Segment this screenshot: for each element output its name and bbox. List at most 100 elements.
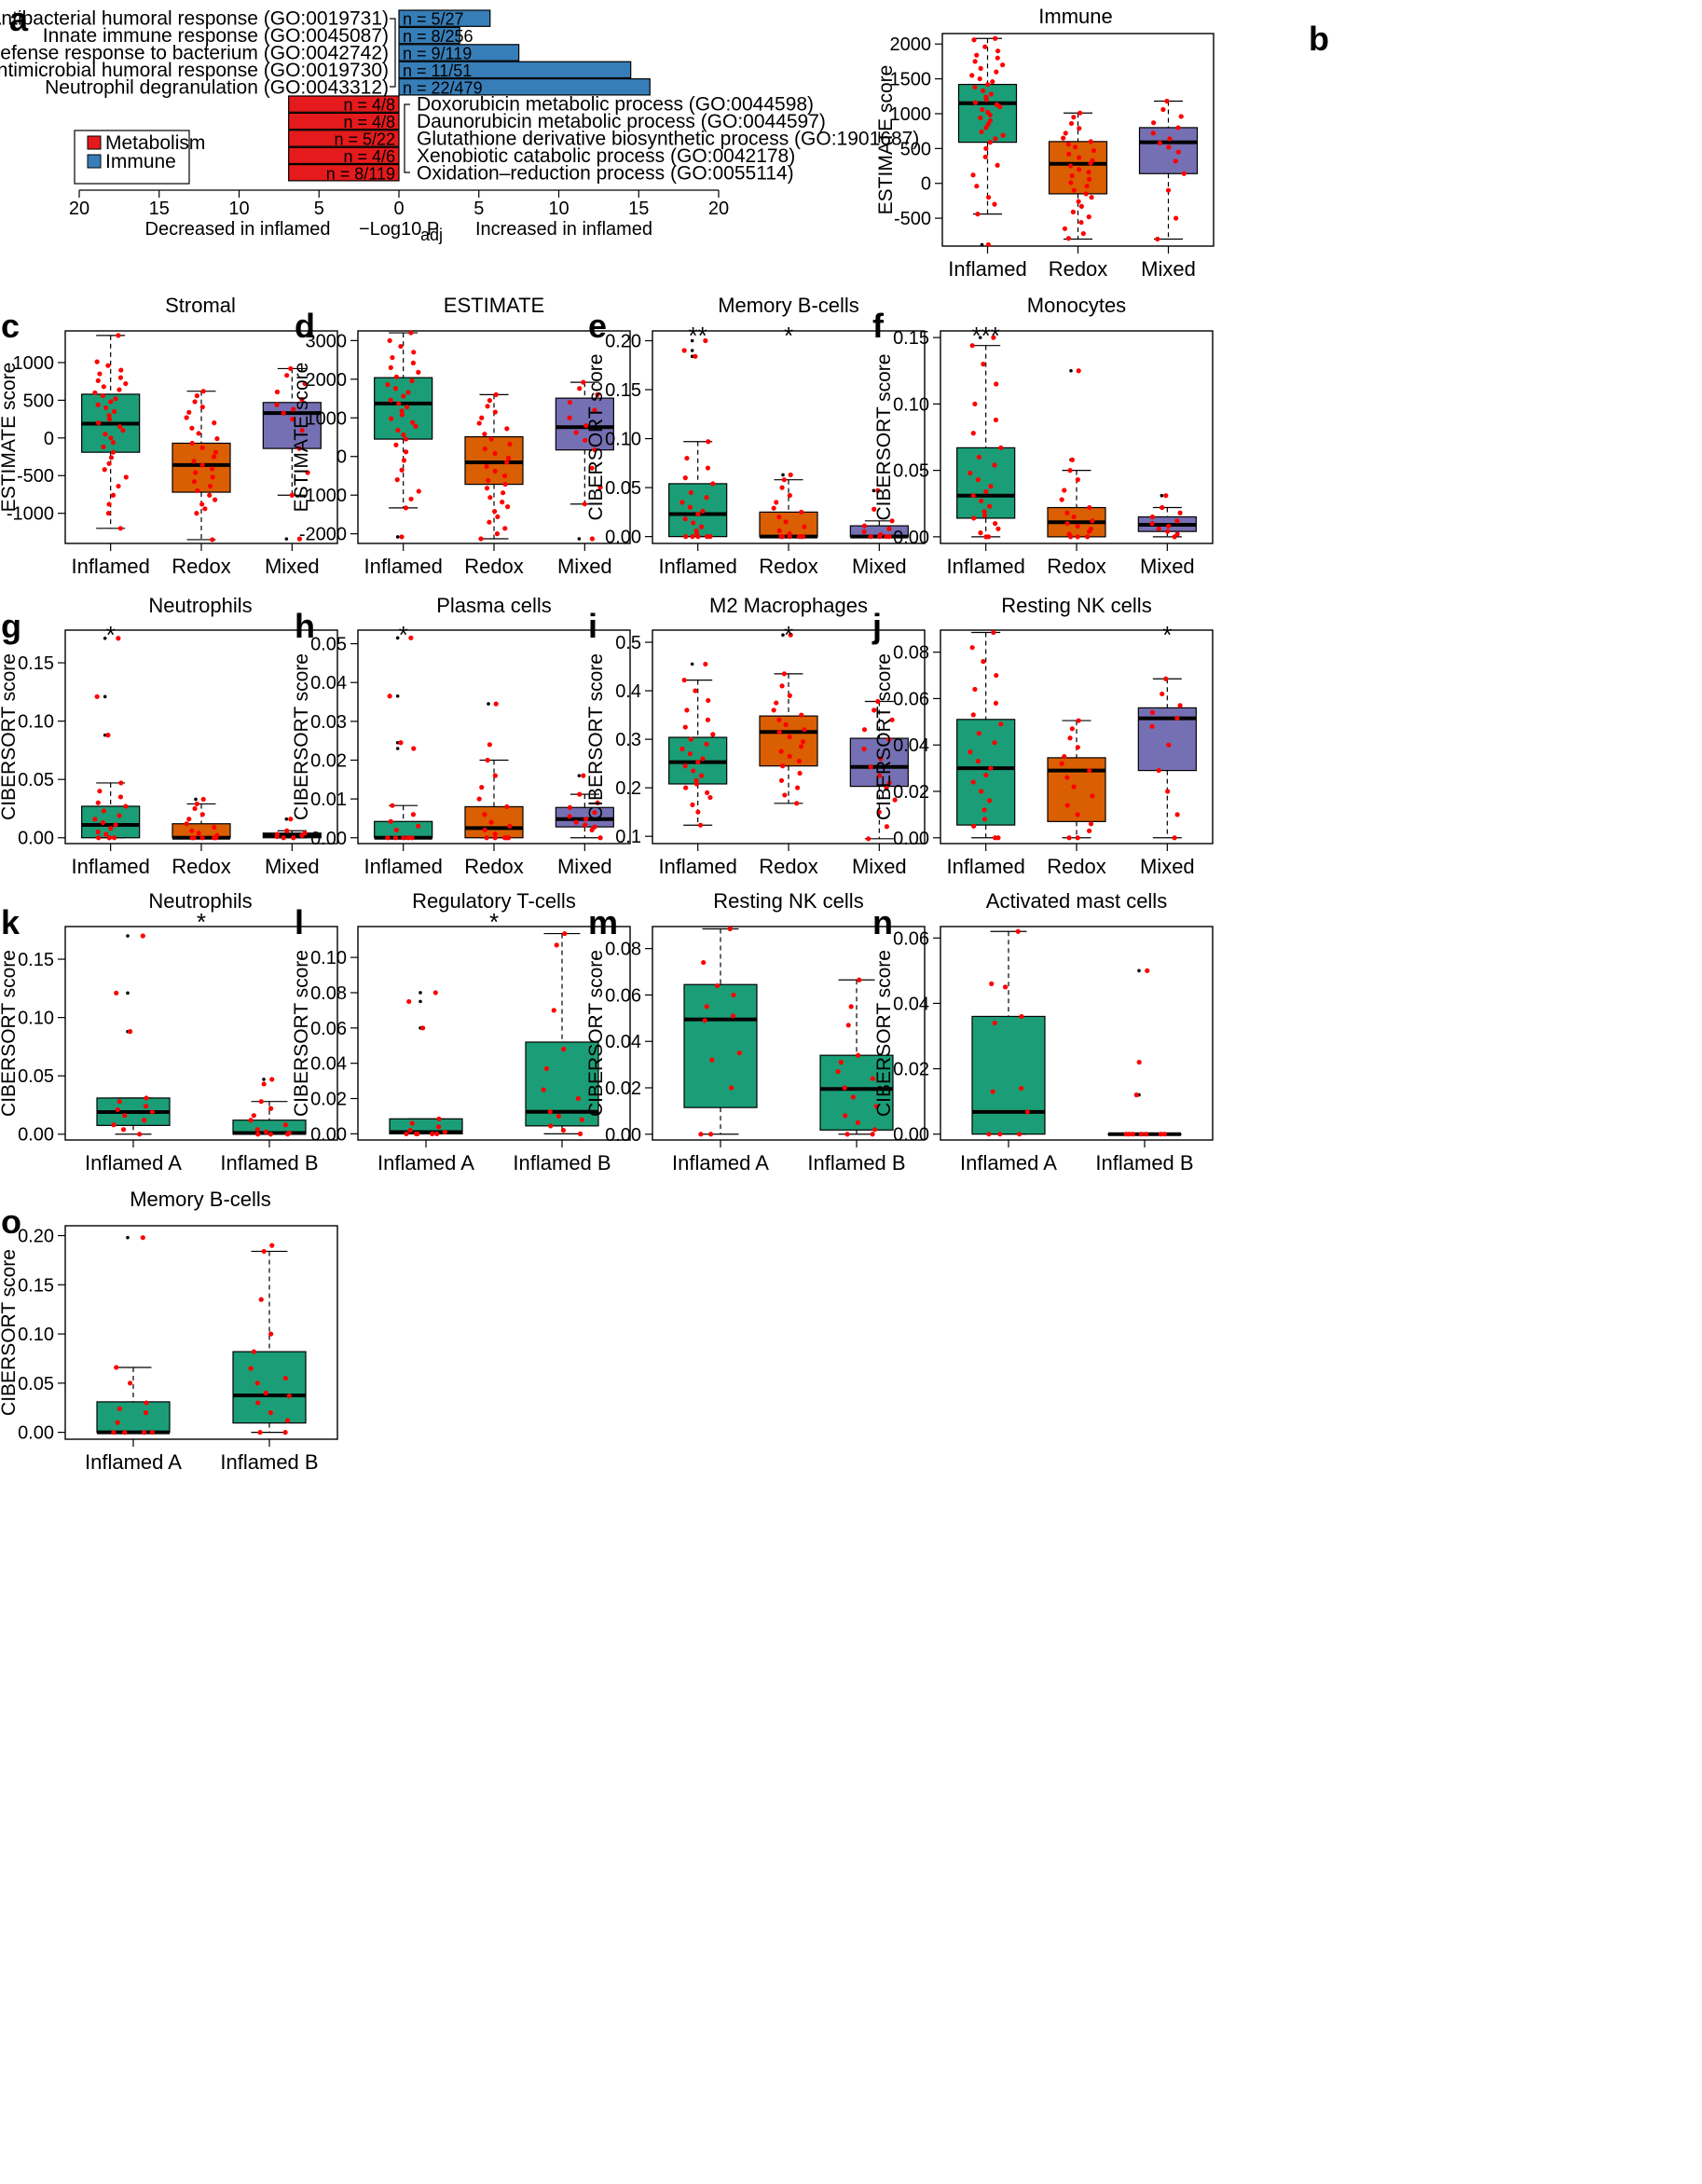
data-point bbox=[501, 473, 508, 479]
data-point bbox=[502, 481, 508, 488]
data-point bbox=[1062, 488, 1067, 493]
box-body bbox=[374, 377, 433, 440]
data-point bbox=[970, 493, 976, 499]
data-point bbox=[1083, 191, 1089, 197]
y-tick-label: 1000 bbox=[13, 353, 55, 374]
y-axis-label: CIBERSORT score bbox=[585, 950, 607, 1117]
data-point bbox=[797, 770, 803, 776]
data-point bbox=[479, 785, 485, 790]
panel-label: m bbox=[588, 903, 618, 941]
bar-n-label: n = 5/22 bbox=[334, 130, 395, 148]
data-point bbox=[583, 817, 589, 822]
panel-a: a n = 5/27 Antibacterial humoral response … bbox=[0, 0, 919, 244]
data-point bbox=[704, 495, 709, 501]
data-point bbox=[486, 477, 491, 484]
data-point bbox=[395, 427, 401, 433]
data-point bbox=[110, 492, 117, 498]
data-point bbox=[103, 405, 109, 411]
significance-star: * bbox=[489, 908, 499, 936]
data-point bbox=[698, 773, 705, 778]
data-point bbox=[978, 530, 983, 536]
data-point bbox=[1086, 170, 1091, 175]
data-point bbox=[597, 485, 603, 490]
data-point bbox=[1000, 132, 1006, 138]
data-point bbox=[1070, 209, 1076, 214]
box-mixed bbox=[555, 379, 614, 542]
data-point bbox=[1086, 214, 1091, 220]
data-point bbox=[1150, 130, 1156, 136]
data-point bbox=[492, 409, 498, 415]
outlier-point bbox=[194, 797, 198, 802]
panel-label: f bbox=[872, 307, 885, 345]
data-point bbox=[493, 391, 499, 397]
data-point bbox=[548, 1123, 554, 1129]
data-point bbox=[1078, 203, 1084, 209]
data-point bbox=[1155, 236, 1160, 242]
data-point bbox=[582, 501, 587, 507]
box-redox bbox=[759, 472, 818, 540]
x-category-label: Inflamed B bbox=[513, 1151, 611, 1174]
data-point bbox=[263, 1129, 268, 1134]
data-point bbox=[776, 528, 782, 533]
data-point bbox=[485, 404, 490, 409]
data-point bbox=[115, 1420, 120, 1425]
data-point bbox=[1160, 691, 1165, 697]
data-point bbox=[261, 1081, 267, 1087]
data-point bbox=[980, 106, 985, 113]
data-point bbox=[1018, 1085, 1024, 1092]
data-point bbox=[488, 436, 494, 442]
data-point bbox=[1174, 812, 1180, 817]
data-point bbox=[92, 817, 98, 822]
data-point bbox=[703, 337, 708, 344]
data-point bbox=[1062, 754, 1067, 760]
panel-title: Monocytes bbox=[1027, 294, 1126, 317]
data-point bbox=[1063, 130, 1068, 136]
data-point bbox=[985, 534, 992, 540]
y-tick-label: 0.00 bbox=[893, 528, 929, 548]
data-point bbox=[872, 707, 877, 713]
data-point bbox=[1091, 147, 1097, 154]
y-tick-label: 0.10 bbox=[605, 430, 641, 450]
y-tick-label: 0.15 bbox=[18, 1275, 54, 1296]
data-point bbox=[1156, 526, 1161, 531]
panel-label: h bbox=[295, 607, 315, 645]
data-point bbox=[798, 744, 804, 749]
data-point bbox=[399, 412, 405, 418]
data-point bbox=[401, 432, 406, 438]
y-axis-label: ESTIMATE score bbox=[875, 65, 897, 215]
data-point bbox=[994, 672, 999, 679]
outlier-point bbox=[1160, 493, 1164, 498]
data-point bbox=[993, 521, 998, 527]
x-category-label: Inflamed A bbox=[85, 1450, 182, 1474]
data-point bbox=[487, 742, 492, 748]
data-point bbox=[1178, 114, 1184, 119]
x-tick-label: 10 bbox=[228, 199, 249, 219]
data-point bbox=[113, 396, 118, 402]
panel-label: g bbox=[1, 607, 21, 645]
y-tick-label: 0.2 bbox=[615, 778, 641, 799]
y-tick-label: 0.00 bbox=[605, 1125, 641, 1146]
data-point bbox=[787, 734, 792, 740]
data-point bbox=[1161, 1132, 1167, 1137]
data-point bbox=[573, 819, 579, 825]
data-point bbox=[1075, 476, 1080, 483]
data-point bbox=[123, 474, 129, 480]
data-point bbox=[799, 509, 804, 515]
go-term-label: Glutathione derivative biosynthetic proc… bbox=[417, 128, 919, 149]
data-point bbox=[730, 1013, 736, 1019]
data-point bbox=[700, 756, 706, 762]
box-inflamed bbox=[374, 330, 433, 540]
plot-frame bbox=[64, 1225, 338, 1440]
data-point bbox=[184, 415, 189, 420]
data-point bbox=[695, 759, 701, 765]
y-tick-label: 0.05 bbox=[18, 1066, 54, 1087]
data-point bbox=[1172, 835, 1177, 841]
y-tick-label: 0.00 bbox=[18, 1423, 54, 1444]
box-body bbox=[1138, 127, 1199, 174]
panel-i: i M2 Macrophages 0.1 0.2 0.3 0.4 0.5 CIBERSORT … bbox=[585, 594, 926, 878]
data-point bbox=[1015, 928, 1021, 934]
x-category-label: Inflamed bbox=[946, 855, 1024, 878]
outlier-point bbox=[419, 999, 422, 1004]
data-point bbox=[1075, 534, 1080, 540]
data-point bbox=[120, 1127, 127, 1133]
